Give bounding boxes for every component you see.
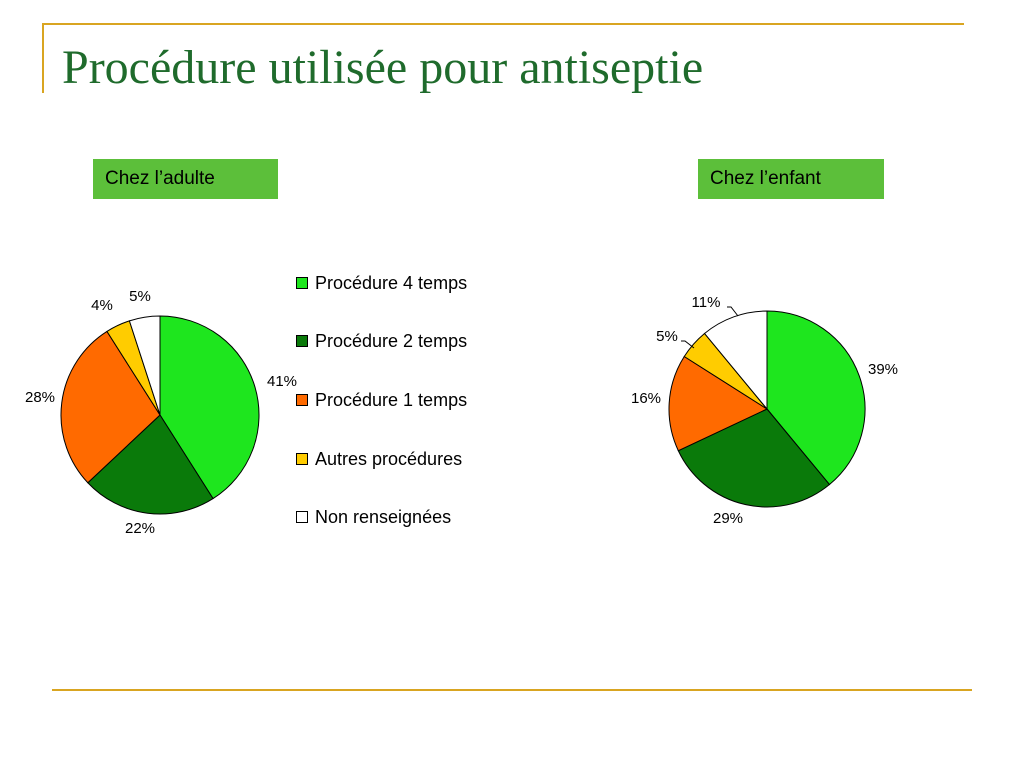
child-value-label-non-renseignees: 11% bbox=[692, 294, 721, 311]
adult-value-label-non-renseignees: 5% bbox=[129, 288, 151, 305]
adult-slice-non-renseignees bbox=[128, 315, 161, 416]
legend-label-2-temps: Procédure 2 temps bbox=[315, 330, 468, 351]
legend-item-4-temps: Procédure 4 temps bbox=[296, 270, 467, 296]
legend-swatch-non-renseignees bbox=[296, 511, 308, 523]
legend-swatch-2-temps bbox=[296, 335, 308, 347]
child-slice-4-temps bbox=[766, 310, 866, 486]
child-value-label-1-temps: 16% bbox=[631, 390, 661, 407]
adult-value-label-1-temps: 28% bbox=[25, 389, 55, 406]
child-value-label-4-temps: 39% bbox=[868, 361, 898, 378]
legend-swatch-autres bbox=[296, 453, 308, 465]
legend-item-autres: Autres procédures bbox=[296, 446, 462, 472]
adult-value-label-2-temps: 22% bbox=[125, 520, 155, 537]
child-group-label: Chez l’enfant bbox=[698, 159, 884, 199]
frame-left-rule bbox=[42, 23, 44, 93]
legend-label-non-renseignees: Non renseignées bbox=[315, 506, 452, 527]
child-leader-non-renseignees bbox=[727, 306, 739, 317]
adult-slice-1-temps bbox=[60, 330, 161, 484]
adult-group-label: Chez l’adulte bbox=[93, 159, 278, 199]
child-slice-non-renseignees bbox=[703, 310, 768, 411]
legend-label-4-temps: Procédure 4 temps bbox=[315, 272, 468, 293]
adult-value-label-autres: 4% bbox=[91, 297, 113, 314]
legend-swatch-4-temps bbox=[296, 277, 308, 289]
legend-item-non-renseignees: Non renseignées bbox=[296, 504, 451, 530]
child-value-label-2-temps: 29% bbox=[713, 510, 743, 527]
legend-label-1-temps: Procédure 1 temps bbox=[315, 389, 468, 410]
adult-slice-2-temps bbox=[87, 414, 214, 515]
child-slice-1-temps bbox=[668, 355, 769, 452]
frame-bottom-rule bbox=[52, 689, 972, 691]
slide-title: Procédure utilisée pour antiseptie bbox=[62, 41, 704, 94]
child-value-label-autres: 5% bbox=[656, 328, 678, 345]
legend-item-2-temps: Procédure 2 temps bbox=[296, 328, 467, 354]
child-leader-autres bbox=[681, 340, 695, 349]
legend-item-1-temps: Procédure 1 temps bbox=[296, 387, 467, 413]
frame-top-rule bbox=[42, 23, 964, 25]
legend-label-autres: Autres procédures bbox=[315, 448, 463, 469]
adult-value-label-4-temps: 41% bbox=[267, 373, 297, 390]
adult-slice-4-temps bbox=[159, 315, 260, 500]
legend-swatch-1-temps bbox=[296, 394, 308, 406]
